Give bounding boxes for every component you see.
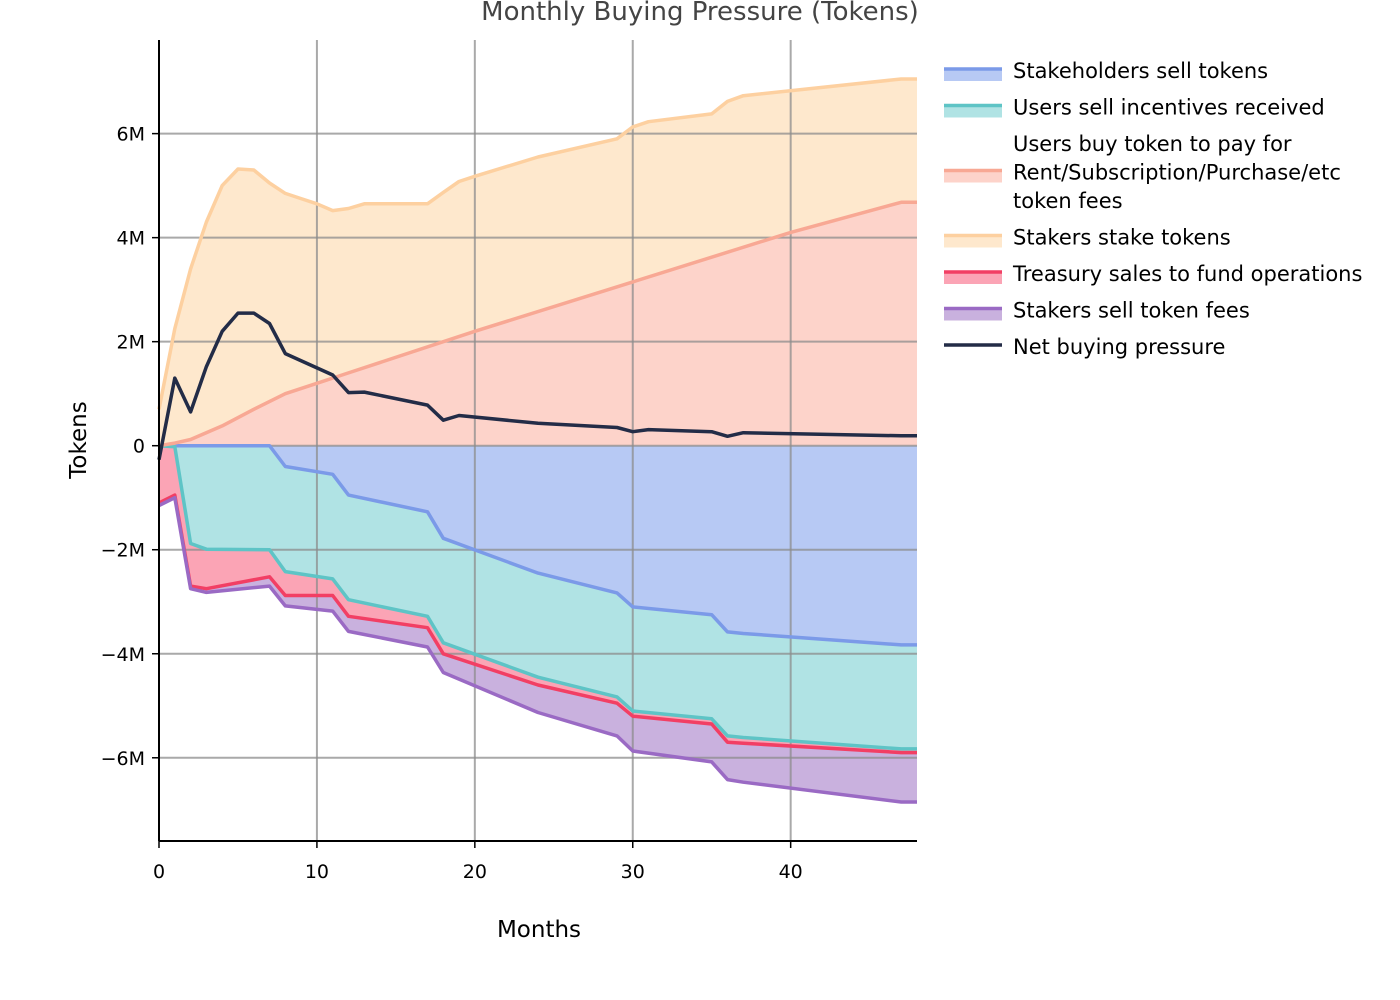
x-tick-label: 40	[779, 861, 803, 883]
legend-swatch	[944, 170, 1002, 183]
y-tick-label: −4M	[101, 644, 145, 666]
x-tick-label: 0	[153, 861, 165, 883]
legend-item-users-sell-incentives-received: Users sell incentives received	[944, 96, 1325, 120]
area-stakers-stake-tokens	[159, 79, 917, 446]
y-axis-label: Tokens	[66, 401, 92, 479]
legend-swatch	[944, 308, 1002, 321]
legend-label: Users sell incentives received	[1013, 96, 1325, 120]
y-tick-label: 4M	[117, 228, 145, 250]
x-tick-label: 10	[305, 861, 329, 883]
x-axis-label: Months	[497, 917, 581, 943]
legend: Stakeholders sell tokens Users sell incen…	[944, 59, 1362, 359]
y-tick-label: −6M	[101, 748, 145, 770]
chart-title: Monthly Buying Pressure (Tokens)	[481, 0, 919, 27]
legend-item-treasury-sales-to-fund-operations: Treasury sales to fund operations	[944, 262, 1362, 286]
area-stakers-sell-token-fees	[159, 495, 917, 802]
series-line-stakers-stake-tokens	[157, 77, 917, 410]
area-users-sell-incentives-received	[159, 445, 917, 749]
x-tick-label: 20	[463, 861, 487, 883]
legend-item-stakers-stake-tokens: Stakers stake tokens	[944, 226, 1231, 250]
line-layer	[157, 77, 917, 804]
series-line-users-sell-incentives-received	[158, 443, 917, 751]
x-tick-label: 30	[621, 861, 645, 883]
legend-item-stakeholders-sell-tokens: Stakeholders sell tokens	[944, 59, 1268, 83]
legend-item-stakers-sell-token-fees: Stakers sell token fees	[944, 299, 1250, 323]
legend-swatch	[944, 69, 1002, 81]
net-buying-pressure-line	[157, 311, 917, 461]
y-tick-label: 0	[133, 436, 145, 458]
legend-swatch	[944, 235, 1002, 248]
series-line-users-buy-token-to-pay-for-rent-subscription-purchase-etc-token-fees	[158, 200, 917, 448]
legend-label: Treasury sales to fund operations	[1012, 262, 1362, 286]
series-line-stakers-sell-token-fees	[158, 495, 917, 804]
legend-item-net-buying-pressure: Net buying pressure	[944, 335, 1225, 359]
y-tick-label: 6M	[117, 124, 145, 146]
series-line-treasury-sales-to-fund-operations	[158, 493, 917, 755]
area-layer	[159, 79, 917, 802]
series-line-stakeholders-sell-tokens	[159, 443, 917, 647]
legend-label: Net buying pressure	[1013, 335, 1225, 359]
legend-label: Stakeholders sell tokens	[1013, 59, 1268, 83]
y-tick-label: 2M	[117, 332, 145, 354]
tick-layer: 0 10 20 30 40 −6M −4M −2M 0 2M 4M 6M	[101, 124, 803, 883]
legend-item-users-buy-token-to-pay-for-rent-subscription-purchase-etc-token-fees: Users buy token to pay for Rent/Subscript…	[944, 132, 1341, 213]
legend-label: Stakers sell token fees	[1013, 299, 1250, 323]
y-tick-label: −2M	[101, 540, 145, 562]
legend-swatch	[944, 272, 1002, 284]
legend-swatch	[944, 105, 1002, 118]
area-stakeholders-sell-tokens	[159, 445, 917, 645]
area-users-buy-token-to-pay-for-rent-subscription-purchase-etc-token-fees	[159, 202, 917, 446]
legend-label: Users buy token to pay for Rent/Subscript…	[1013, 132, 1341, 213]
legend-label: Stakers stake tokens	[1013, 226, 1231, 250]
